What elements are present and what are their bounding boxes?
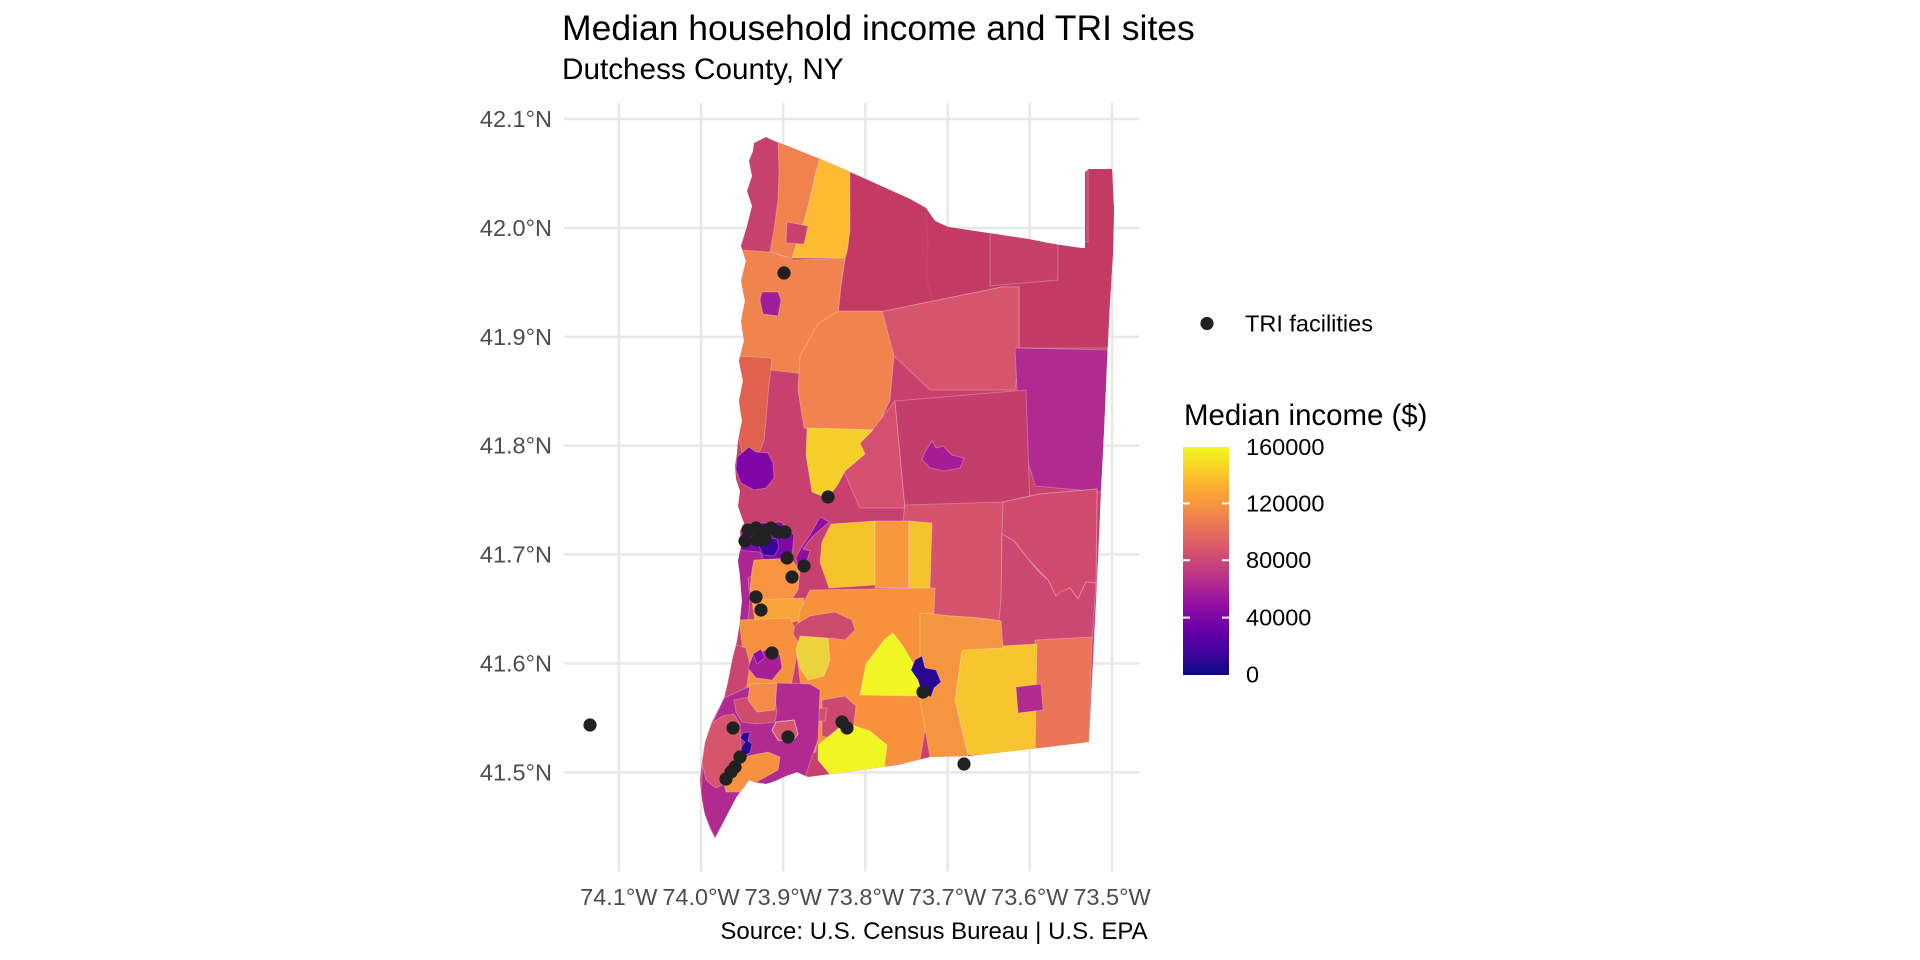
- svg-text:41.5°N: 41.5°N: [480, 759, 552, 785]
- svg-text:120000: 120000: [1246, 490, 1324, 516]
- svg-text:80000: 80000: [1246, 547, 1311, 573]
- svg-text:TRI facilities: TRI facilities: [1245, 311, 1373, 337]
- svg-text:42.0°N: 42.0°N: [480, 215, 552, 241]
- svg-text:Source: U.S. Census Bureau | U: Source: U.S. Census Bureau | U.S. EPA: [720, 918, 1147, 945]
- svg-text:Median income ($): Median income ($): [1184, 399, 1427, 432]
- svg-text:74.1°W: 74.1°W: [580, 884, 658, 910]
- svg-text:41.9°N: 41.9°N: [480, 324, 552, 350]
- svg-text:40000: 40000: [1246, 605, 1311, 631]
- svg-text:41.6°N: 41.6°N: [480, 651, 552, 677]
- svg-text:73.5°W: 73.5°W: [1073, 884, 1151, 910]
- svg-text:73.6°W: 73.6°W: [991, 884, 1069, 910]
- svg-text:73.9°W: 73.9°W: [745, 884, 823, 910]
- svg-text:73.8°W: 73.8°W: [827, 884, 905, 910]
- svg-text:0: 0: [1246, 662, 1259, 688]
- svg-text:74.0°W: 74.0°W: [662, 884, 740, 910]
- svg-text:Dutchess County, NY: Dutchess County, NY: [562, 53, 844, 86]
- svg-text:73.7°W: 73.7°W: [909, 884, 987, 910]
- svg-text:160000: 160000: [1246, 434, 1324, 460]
- svg-text:41.7°N: 41.7°N: [480, 542, 552, 568]
- svg-text:Median household income and TR: Median household income and TRI sites: [562, 8, 1195, 48]
- svg-text:42.1°N: 42.1°N: [480, 106, 552, 132]
- svg-text:41.8°N: 41.8°N: [480, 433, 552, 459]
